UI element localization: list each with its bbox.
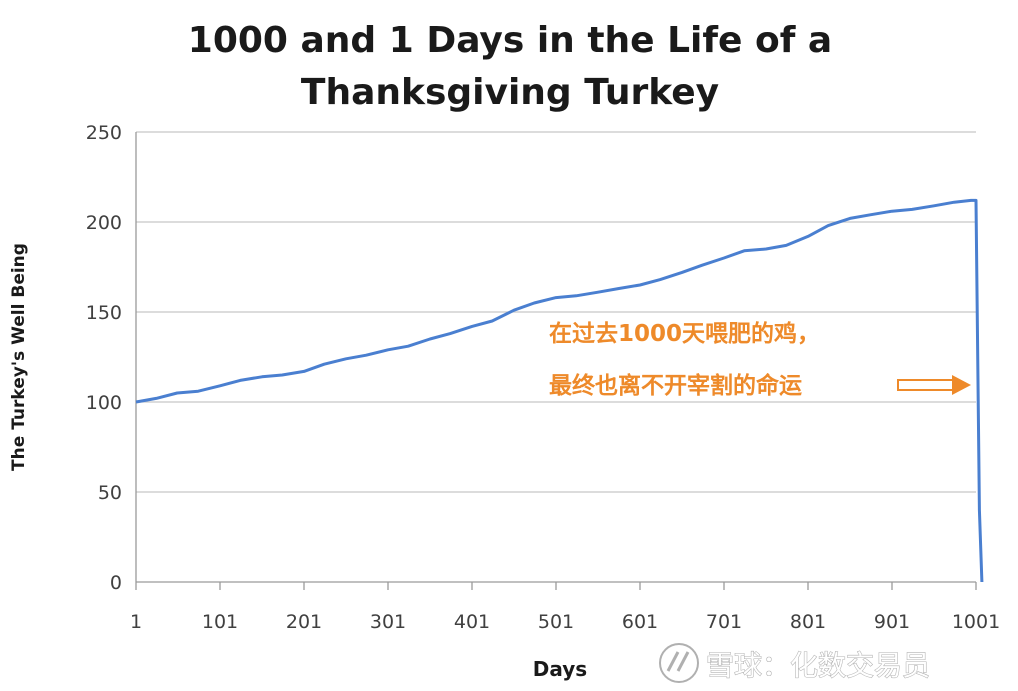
series-line [135, 198, 984, 583]
x-tick-label: 801 [790, 611, 826, 633]
y-axis-label: The Turkey's Well Being [9, 243, 29, 471]
watermark-text: 雪球：化数交易员 [706, 649, 930, 682]
y-tick-label: 150 [86, 302, 122, 324]
arrow-right-icon [897, 375, 971, 395]
x-tick-label: 901 [874, 611, 910, 633]
x-axis-label: Days [533, 657, 587, 681]
y-tick-label: 100 [86, 392, 122, 414]
annotation-line-2: 最终也离不开宰割的命运 [549, 372, 802, 399]
chart-title-line-1: 1000 and 1 Days in the Life of a [188, 20, 832, 61]
y-tick-label: 50 [98, 482, 122, 504]
snowball-logo-icon [659, 643, 699, 683]
y-tick-labels: 0 50 100 150 200 250 [86, 122, 122, 594]
x-tick-label: 1 [130, 611, 142, 633]
x-tick-label: 101 [202, 611, 238, 633]
chart-title-line-2: Thanksgiving Turkey [301, 72, 719, 113]
x-tick-label: 601 [622, 611, 658, 633]
axes [135, 132, 977, 590]
watermark: 雪球：化数交易员 [659, 643, 931, 683]
y-tick-label: 200 [86, 212, 122, 234]
x-tick-labels: 1 101 201 301 401 501 601 701 801 901 1001 [130, 611, 1000, 633]
grid-lines [136, 131, 976, 493]
series-layer [135, 198, 984, 583]
x-tick-label: 201 [286, 611, 322, 633]
y-tick-label: 0 [110, 572, 122, 594]
y-tick-label: 250 [86, 122, 122, 144]
x-tick-label: 701 [706, 611, 742, 633]
x-tick-label: 1001 [952, 611, 1000, 633]
x-tick-label: 301 [370, 611, 406, 633]
x-tick-label: 401 [454, 611, 490, 633]
x-tick-label: 501 [538, 611, 574, 633]
annotation-line-1: 在过去1000天喂肥的鸡， [549, 320, 820, 347]
